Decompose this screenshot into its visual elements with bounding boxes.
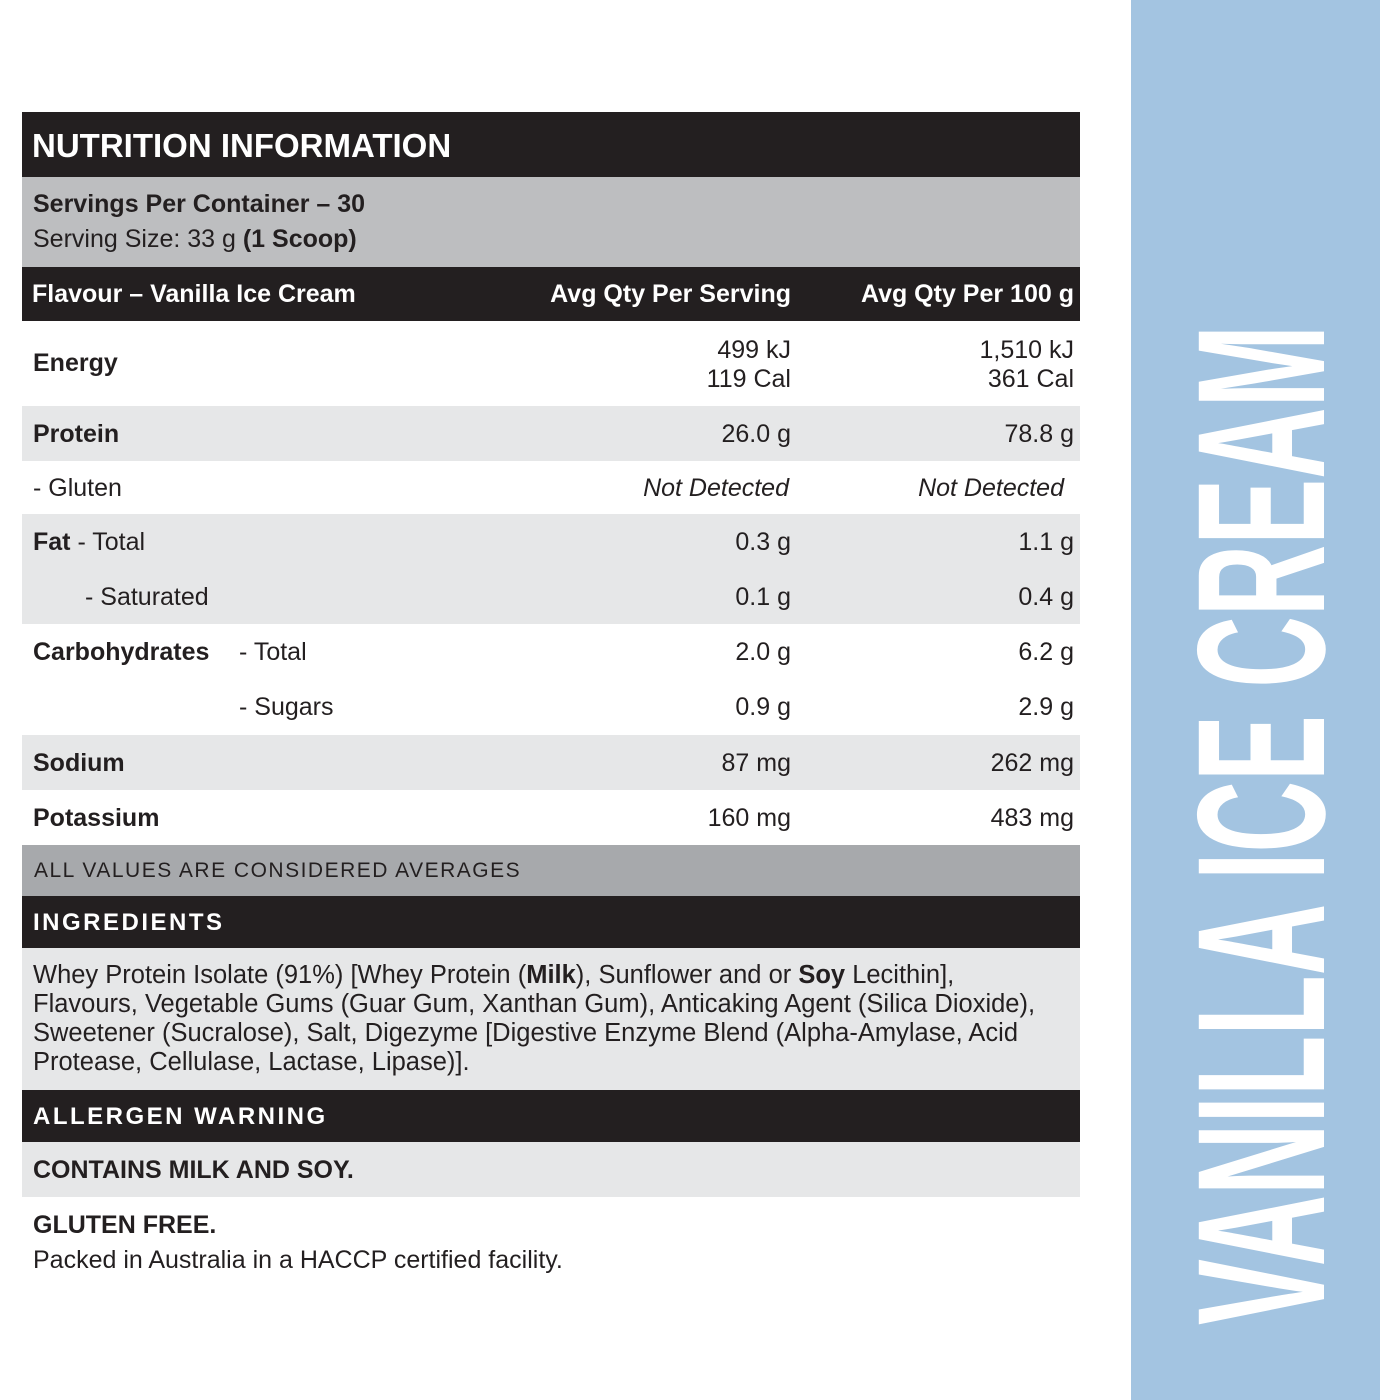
value: 26.0 g [721,420,791,448]
value: 361 Cal [987,365,1074,393]
text: Lecithin], Flavours, Vegetable Gums (Gua… [33,961,1036,1076]
column-header: Flavour – Vanilla Ice Cream Avg Qty Per … [22,267,1080,321]
gluten-free: GLUTEN FREE. [33,1211,217,1239]
row-potassium: Potassium 160 mg 483 mg [22,790,1080,845]
value: 87 mg [721,749,791,777]
ingredients-title: INGREDIENTS [33,909,225,936]
row-fat: Fat - Total 0.3 g 1.1 g - Saturated 0.1 … [22,514,1080,624]
value: 1,510 kJ [979,336,1074,364]
column-flavour: Flavour – Vanilla Ice Cream [32,280,356,308]
row-label: Energy [33,349,118,377]
sublabel: - Sugars [239,693,334,721]
value: 1.1 g [1018,528,1074,556]
value: 0.1 g [735,583,791,611]
title-bar: NUTRITION INFORMATION [22,112,1080,177]
column-100g: Avg Qty Per 100 g [860,280,1074,308]
footnote: ALL VALUES ARE CONSIDERED AVERAGES [34,859,522,882]
value: 119 Cal [706,365,791,393]
serving-size-line: Serving Size: 33 g (1 Scoop) [33,224,357,254]
value: 78.8 g [1004,420,1074,448]
value: 2.0 g [735,638,791,666]
row-label: Protein [33,420,120,448]
value: Not Detected [918,474,1064,502]
value: 483 mg [990,804,1074,832]
value: 499 kJ [717,336,791,364]
value: 0.9 g [735,693,791,721]
column-serving: Avg Qty Per Serving [550,280,791,308]
value: 160 mg [707,804,791,832]
servings-per-container: Servings Per Container – 30 [33,190,366,218]
allergen-word: Milk [526,961,576,989]
text: Whey Protein Isolate (91%) [Whey Protein… [33,961,527,989]
servings-box: Servings Per Container – 30 Serving Size… [22,177,1080,267]
allergen-statement: CONTAINS MILK AND SOY. [33,1156,354,1184]
ingredients-text: Whey Protein Isolate (91%) [Whey Protein… [33,961,1053,1077]
row-label: - Gluten [33,474,122,502]
label-bold: Fat [33,528,71,556]
allergen-word: Soy [798,961,846,989]
sublabel: - Total [77,528,146,556]
facility: Packed in Australia in a HACCP certified… [33,1246,563,1274]
text: ), Sunflower and or [575,961,799,989]
serving-size-note: (1 Scoop) [242,225,357,253]
row-label: Potassium [33,804,160,832]
sublabel: - Total [239,638,307,666]
ingredients-header: INGREDIENTS [22,896,1080,948]
serving-size: Serving Size: 33 g [33,225,236,253]
value: 0.4 g [1018,583,1074,611]
value: 262 mg [990,749,1074,777]
title: NUTRITION INFORMATION [32,127,452,164]
value: 0.3 g [735,528,791,556]
row-label: Fat - Total [33,527,145,557]
row-label: Sodium [33,749,125,777]
row-carbohydrates: Carbohydrates - Total 2.0 g 6.2 g - Suga… [22,624,1080,735]
allergen-box: CONTAINS MILK AND SOY. [22,1142,1080,1197]
row-energy: Energy 499 kJ 119 Cal 1,510 kJ 361 Cal [22,321,1080,406]
side-background [1131,0,1380,1400]
allergen-title: ALLERGEN WARNING [33,1103,328,1130]
row-gluten: - Gluten Not Detected Not Detected [22,461,1080,514]
row-label: Carbohydrates [33,638,210,666]
row-protein: Protein 26.0 g 78.8 g [22,406,1080,461]
sublabel: - Saturated [85,583,209,611]
value: Not Detected [643,474,789,502]
row-sodium: Sodium 87 mg 262 mg [22,735,1080,790]
allergen-header: ALLERGEN WARNING [22,1090,1080,1142]
side-panel: VANILLA ICE CREAM [1131,0,1380,1400]
footnote-bar: ALL VALUES ARE CONSIDERED AVERAGES [22,845,1080,896]
value: 6.2 g [1018,638,1074,666]
ingredients-box: Whey Protein Isolate (91%) [Whey Protein… [22,948,1080,1090]
side-flavour: VANILLA ICE CREAM [1159,325,1363,1325]
value: 2.9 g [1018,693,1074,721]
